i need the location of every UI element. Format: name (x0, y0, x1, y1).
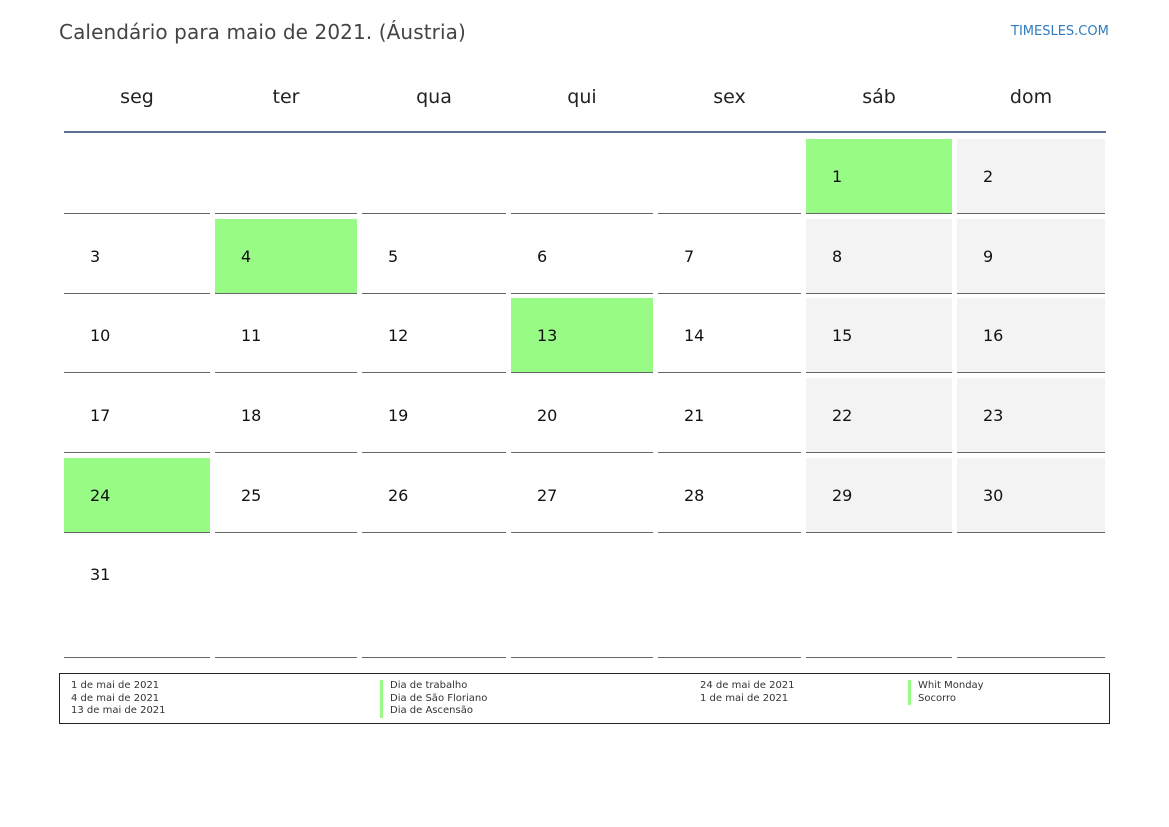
day-number: 5 (388, 247, 399, 266)
day-cell (215, 538, 357, 658)
day-number: 12 (388, 326, 409, 345)
holiday-name: Dia de Ascensão (380, 705, 487, 718)
day-number: 24 (90, 486, 111, 505)
day-cell[interactable]: 23 (957, 378, 1105, 453)
day-cell[interactable]: 14 (658, 298, 801, 373)
weekday-header: seg ter qua qui sex sáb dom (64, 86, 1106, 114)
day-number: 27 (537, 486, 558, 505)
day-cell[interactable]: 6 (511, 219, 653, 294)
day-cell[interactable]: 30 (957, 458, 1105, 533)
legend-dates-left: 1 de mai de 2021 4 de mai de 2021 13 de ma… (71, 680, 166, 718)
day-cell (362, 139, 506, 214)
day-number: 14 (684, 326, 705, 345)
day-number: 4 (241, 247, 252, 266)
day-number: 23 (983, 406, 1004, 425)
day-number: 18 (241, 406, 262, 425)
day-cell (511, 139, 653, 214)
day-number: 20 (537, 406, 558, 425)
day-cell[interactable]: 22 (806, 378, 952, 453)
day-number: 25 (241, 486, 262, 505)
day-cell (215, 139, 357, 214)
holiday-date: 4 de mai de 2021 (71, 692, 160, 704)
day-number: 15 (832, 326, 853, 345)
holiday-date: 13 de mai de 2021 (71, 705, 166, 716)
holiday-legend: 1 de mai de 2021 4 de mai de 2021 13 de ma… (59, 673, 1110, 724)
day-number: 22 (832, 406, 853, 425)
day-cell[interactable]: 2 (957, 139, 1105, 214)
holiday-date: 1 de mai de 2021 (71, 680, 160, 691)
day-number: 19 (388, 406, 409, 425)
day-cell (362, 538, 506, 658)
day-cell[interactable]: 16 (957, 298, 1105, 373)
weekday-label: sex (713, 86, 746, 108)
holiday-name: Socorro (908, 692, 984, 705)
day-cell[interactable]: 8 (806, 219, 952, 294)
holiday-name: Whit Monday (908, 680, 984, 693)
day-cell (64, 139, 210, 214)
day-number: 3 (90, 247, 101, 266)
holiday-day-cell[interactable]: 1 (806, 139, 952, 214)
day-number: 21 (684, 406, 705, 425)
day-cell (957, 538, 1105, 658)
calendar-title: Calendário para maio de 2021. (Áustria) (59, 20, 466, 44)
day-cell[interactable]: 18 (215, 378, 357, 453)
day-cell[interactable]: 7 (658, 219, 801, 294)
day-number: 6 (537, 247, 548, 266)
day-cell[interactable]: 28 (658, 458, 801, 533)
holiday-name: Dia de São Floriano (380, 692, 487, 705)
day-cell[interactable]: 3 (64, 219, 210, 294)
day-cell[interactable]: 11 (215, 298, 357, 373)
legend-names-right: Whit Monday Socorro (908, 680, 984, 705)
day-cell (806, 538, 952, 658)
header-rule (64, 131, 1106, 133)
day-cell[interactable]: 29 (806, 458, 952, 533)
day-cell[interactable]: 5 (362, 219, 506, 294)
holiday-day-cell[interactable]: 13 (511, 298, 653, 373)
day-number: 17 (90, 406, 111, 425)
day-cell[interactable]: 31 (64, 538, 210, 658)
day-number: 31 (90, 565, 111, 584)
weekday-label: ter (272, 86, 300, 108)
weekday-label: dom (1009, 86, 1053, 108)
weekday-label: seg (120, 86, 154, 108)
day-cell[interactable]: 15 (806, 298, 952, 373)
weekday-label: qua (416, 86, 452, 108)
legend-names-left: Dia de trabalho Dia de São Floriano Dia de… (380, 680, 487, 718)
day-number: 9 (983, 247, 994, 266)
day-number: 11 (241, 326, 262, 345)
day-number: 13 (537, 326, 558, 345)
day-number: 26 (388, 486, 409, 505)
day-cell[interactable]: 19 (362, 378, 506, 453)
day-number: 28 (684, 486, 705, 505)
day-number: 10 (90, 326, 111, 345)
day-number: 7 (684, 247, 695, 266)
day-cell (658, 538, 801, 658)
day-cell[interactable]: 25 (215, 458, 357, 533)
holiday-day-cell[interactable]: 4 (215, 219, 357, 294)
brand-link[interactable]: TIMESLES.COM (1011, 24, 1109, 39)
weekday-label: sáb (862, 86, 896, 108)
day-number: 29 (832, 486, 853, 505)
holiday-name: Dia de trabalho (380, 680, 487, 693)
legend-dates-right: 24 de mai de 2021 1 de mai de 2021 (700, 680, 795, 705)
day-number: 1 (832, 167, 843, 186)
holiday-date: 24 de mai de 2021 (700, 680, 795, 691)
day-number: 2 (983, 167, 994, 186)
day-number: 30 (983, 486, 1004, 505)
holiday-date: 1 de mai de 2021 (700, 692, 789, 704)
holiday-day-cell[interactable]: 24 (64, 458, 210, 533)
day-cell (511, 538, 653, 658)
day-cell[interactable]: 27 (511, 458, 653, 533)
day-cell[interactable]: 17 (64, 378, 210, 453)
day-cell[interactable]: 26 (362, 458, 506, 533)
day-cell[interactable]: 21 (658, 378, 801, 453)
day-cell (658, 139, 801, 214)
weekday-label: qui (567, 86, 597, 108)
day-cell[interactable]: 20 (511, 378, 653, 453)
day-cell[interactable]: 12 (362, 298, 506, 373)
day-number: 8 (832, 247, 843, 266)
day-cell[interactable]: 10 (64, 298, 210, 373)
day-cell[interactable]: 9 (957, 219, 1105, 294)
day-number: 16 (983, 326, 1004, 345)
